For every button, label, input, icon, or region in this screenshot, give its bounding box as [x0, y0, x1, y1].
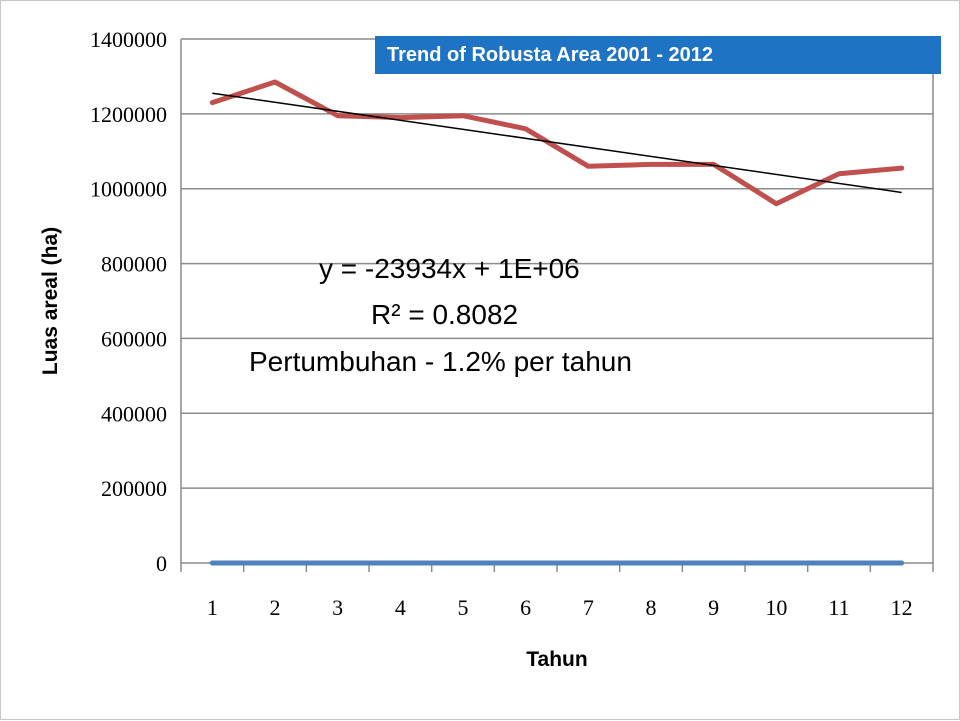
x-tick-label: 7 — [583, 595, 594, 620]
y-tick-label: 1400000 — [90, 27, 167, 52]
y-tick-label: 200000 — [101, 476, 167, 501]
gridlines — [181, 39, 933, 572]
y-axis-title: Luas areal (ha) — [39, 227, 62, 375]
chart-title: Trend of Robusta Area 2001 - 2012 — [375, 36, 941, 74]
x-tick-label: 6 — [520, 595, 531, 620]
x-tick-label: 9 — [708, 595, 719, 620]
y-tick-label: 1200000 — [90, 102, 167, 127]
y-tick-label: 600000 — [101, 326, 167, 351]
trendline-layer — [212, 93, 901, 192]
y-tick-label: 800000 — [101, 252, 167, 277]
y-tick-label: 400000 — [101, 401, 167, 426]
y-tick-labels: 0 200000 400000 600000 800000 1000000 1200000 1… — [90, 27, 167, 576]
x-tick-label: 10 — [765, 595, 787, 620]
x-tick-label: 1 — [207, 595, 218, 620]
x-tick-label: 5 — [458, 595, 469, 620]
x-tick-label: 2 — [270, 595, 281, 620]
x-tick-label: 3 — [332, 595, 343, 620]
x-tick-label: 8 — [646, 595, 657, 620]
x-tick-label: 12 — [891, 595, 913, 620]
y-tick-label: 1000000 — [90, 177, 167, 202]
y-tick-label: 0 — [156, 551, 167, 576]
series-lines — [212, 82, 902, 563]
linear-trendline — [212, 93, 901, 192]
x-tick-label: 11 — [828, 595, 849, 620]
x-tick-label: 4 — [395, 595, 406, 620]
x-axis-title: Tahun — [526, 648, 587, 671]
r-squared-label: R² = 0.8082 — [371, 299, 518, 330]
trend-equation: y = -23934x + 1E+06 — [319, 253, 580, 284]
growth-label: Pertumbuhan - 1.2% per tahun — [249, 346, 632, 377]
